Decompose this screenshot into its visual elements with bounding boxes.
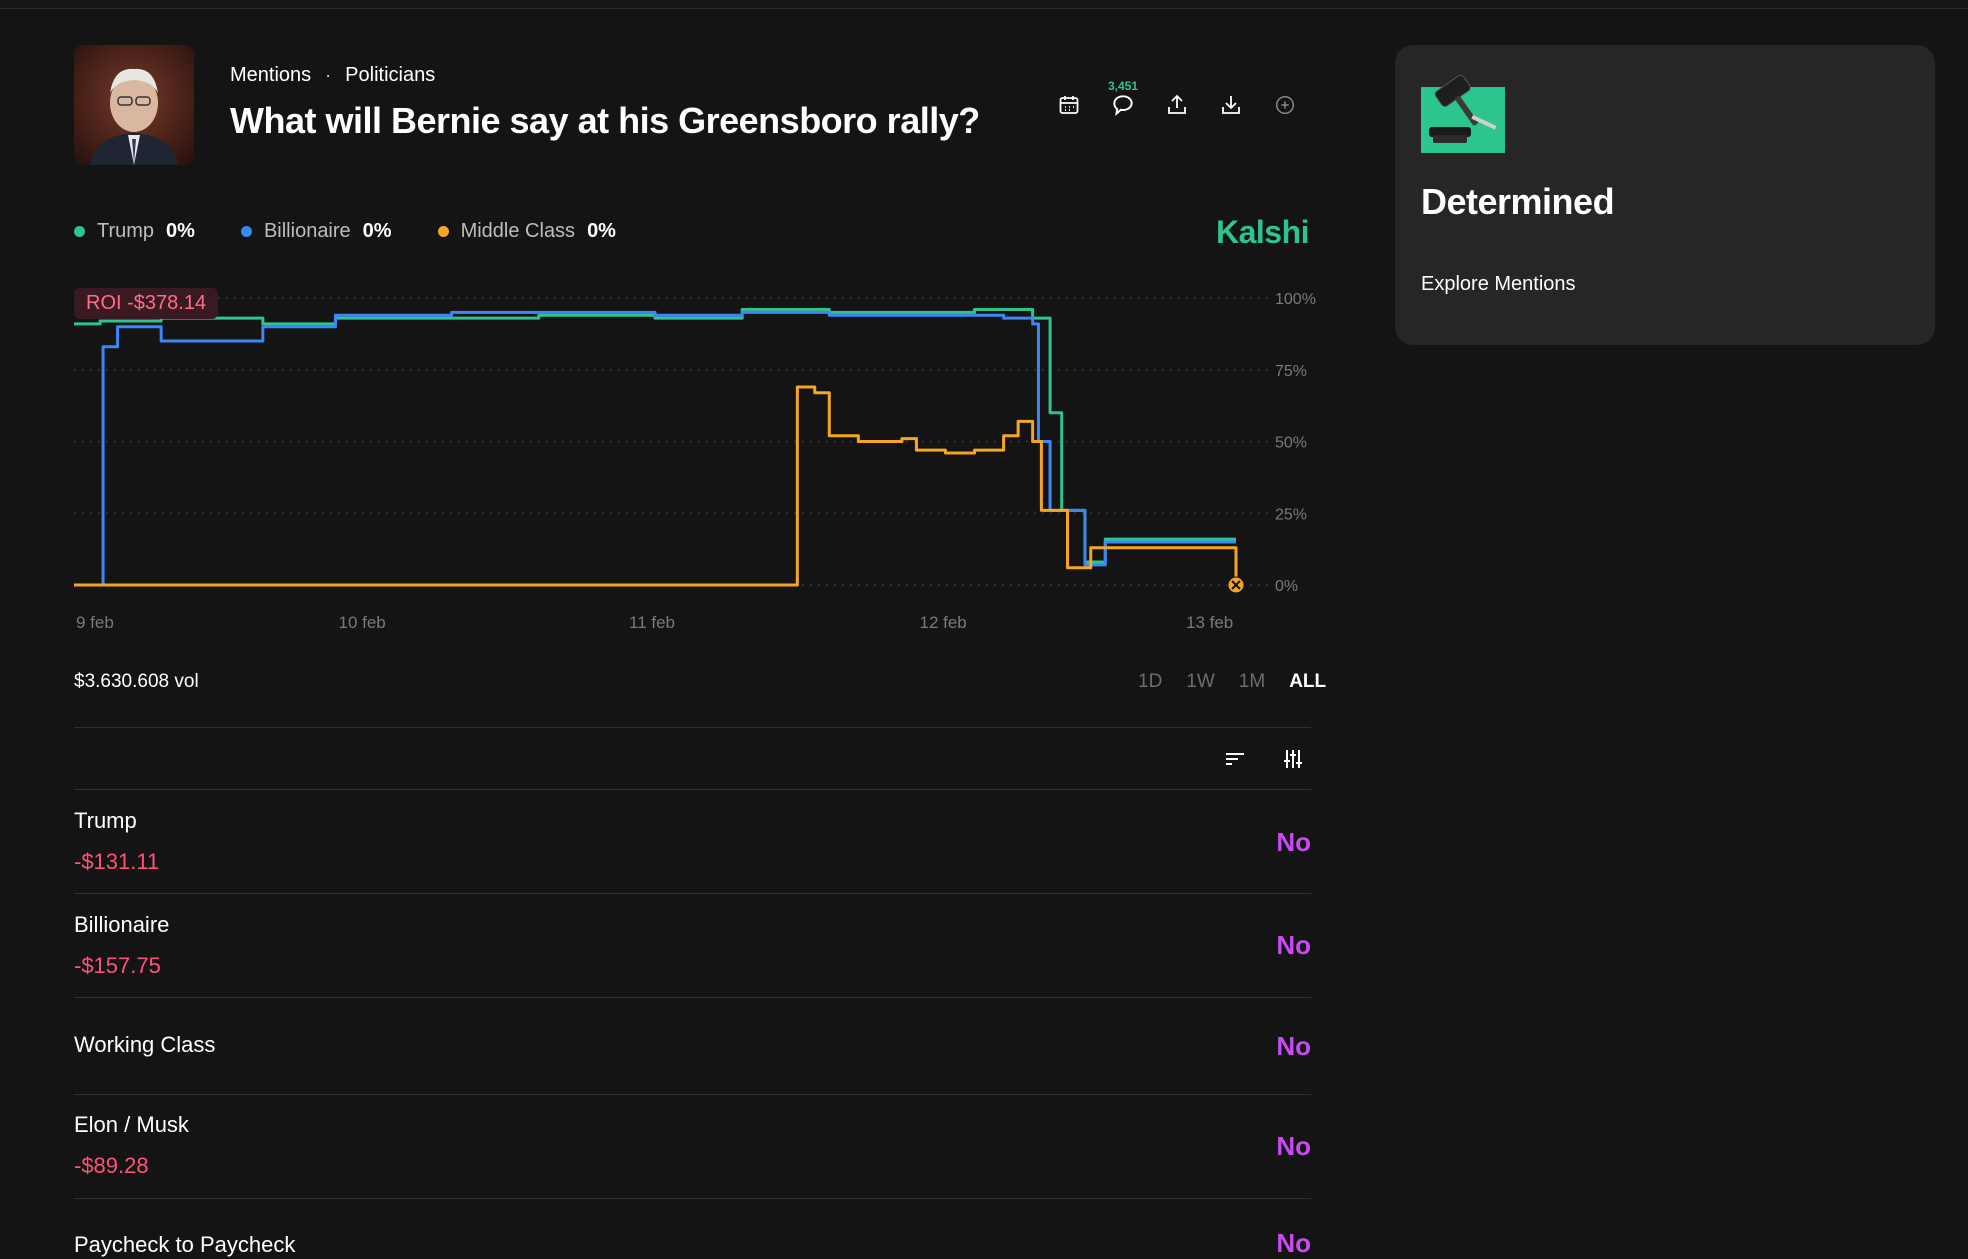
x-tick-label: 9 feb — [76, 613, 114, 632]
filter-icon — [1284, 750, 1302, 768]
legend-label: Trump — [97, 220, 155, 242]
download-icon — [1222, 96, 1240, 114]
share-icon — [1168, 94, 1186, 114]
page-title: What will Bernie say at his Greensboro r… — [230, 100, 980, 141]
legend-item-billionaire: Billionaire 0% — [240, 220, 392, 243]
outcome-result: No — [1276, 930, 1311, 960]
range-all[interactable]: ALL — [1289, 671, 1327, 692]
outcome-row-billionaire[interactable]: Billionaire -$157.75 No — [74, 894, 1311, 997]
range-1w[interactable]: 1W — [1186, 671, 1215, 692]
resolved-marker-x — [1231, 580, 1241, 590]
time-range-selector: 1D 1W 1M ALL — [1138, 671, 1326, 693]
sort-button[interactable] — [1218, 742, 1252, 776]
legend-item-trump: Trump 0% — [74, 220, 195, 243]
legend-value: 0% — [362, 220, 392, 242]
outcome-result: No — [1276, 1228, 1311, 1258]
top-divider — [0, 0, 1968, 9]
sort-icon — [1226, 753, 1244, 765]
chart-legend: Trump 0% Billionaire 0% Middle Class 0% — [74, 220, 616, 243]
range-1m[interactable]: 1M — [1238, 671, 1266, 692]
gavel-image — [1421, 69, 1505, 153]
outcome-name: Working Class — [74, 1032, 216, 1057]
y-tick-label: 0% — [1275, 578, 1298, 595]
market-avatar — [74, 45, 194, 165]
section-divider — [74, 789, 1311, 790]
outcome-pnl: -$89.28 — [74, 1153, 149, 1178]
row-divider — [74, 1198, 1311, 1199]
outcome-name: Billionaire — [74, 912, 170, 937]
comment-icon — [1113, 95, 1133, 117]
y-tick-label: 75% — [1275, 363, 1307, 380]
legend-label: Middle Class — [460, 220, 576, 242]
series-line-middle-class — [74, 385, 1238, 587]
outcome-row-working-class[interactable]: Working Class No — [74, 998, 1311, 1094]
legend-dot — [240, 226, 252, 237]
x-tick-label: 13 feb — [1186, 613, 1233, 632]
outcome-name: Trump — [74, 808, 137, 833]
header-toolbar: 3,451 — [1052, 79, 1302, 122]
row-divider — [74, 893, 1311, 894]
kalshi-logo[interactable]: Kalshi — [1216, 214, 1310, 250]
breadcrumb: Mentions · Politicians — [230, 64, 435, 87]
add-circle-icon — [1276, 96, 1294, 114]
breadcrumb-separator: · — [325, 65, 332, 85]
row-divider — [74, 1094, 1311, 1095]
legend-item-middle-class: Middle Class 0% — [437, 220, 616, 243]
y-tick-label: 25% — [1275, 506, 1307, 523]
share-button[interactable] — [1160, 88, 1194, 122]
x-tick-label: 10 feb — [339, 613, 386, 632]
calendar-button[interactable] — [1052, 88, 1086, 122]
outcome-result: No — [1276, 1131, 1311, 1161]
x-tick-label: 11 feb — [629, 613, 675, 632]
outcome-row-elon-musk[interactable]: Elon / Musk -$89.28 No — [74, 1095, 1311, 1198]
list-tools — [1218, 742, 1310, 776]
comment-count: 3,451 — [1107, 79, 1139, 93]
legend-label: Billionaire — [263, 220, 351, 242]
outcome-pnl: -$157.75 — [74, 953, 161, 978]
outcome-row-paycheck[interactable]: Paycheck to Paycheck No — [74, 1199, 1311, 1259]
outcome-result: No — [1276, 1031, 1311, 1061]
outcome-name: Paycheck to Paycheck — [74, 1232, 296, 1257]
section-divider — [74, 727, 1311, 728]
status-card: Determined Explore Mentions — [1395, 45, 1935, 345]
y-tick-label: 50% — [1275, 435, 1307, 452]
calendar-icon — [1059, 96, 1079, 114]
outcome-result: No — [1276, 827, 1311, 857]
resolved-marker — [1227, 576, 1245, 594]
outcome-row-trump[interactable]: Trump -$131.11 No — [74, 790, 1311, 893]
gavel-icon — [1421, 74, 1505, 153]
outcome-pnl: -$131.11 — [74, 849, 160, 874]
filter-button[interactable] — [1276, 742, 1310, 776]
comments-button[interactable]: 3,451 — [1106, 79, 1140, 122]
card-title: Determined — [1421, 181, 1615, 222]
outcome-name: Elon / Musk — [74, 1112, 189, 1137]
legend-value: 0% — [166, 220, 195, 242]
series-line-trump — [74, 307, 1236, 564]
legend-dot — [437, 226, 449, 237]
explore-mentions-link[interactable]: Explore Mentions — [1421, 273, 1576, 295]
legend-dot — [74, 226, 85, 237]
legend-value: 0% — [587, 220, 616, 242]
roi-badge: ROI -$378.14 — [74, 288, 219, 319]
download-button[interactable] — [1214, 88, 1248, 122]
series-line-billionaire — [74, 310, 1236, 587]
row-divider — [74, 997, 1311, 998]
volume-label: $3.630.608 vol — [74, 671, 199, 692]
breadcrumb-subcategory[interactable]: Politicians — [345, 64, 436, 86]
add-button[interactable] — [1268, 88, 1302, 122]
breadcrumb-category[interactable]: Mentions — [230, 64, 312, 86]
y-tick-label: 100% — [1275, 291, 1316, 308]
x-tick-label: 12 feb — [920, 613, 967, 632]
range-1d[interactable]: 1D — [1138, 671, 1163, 692]
